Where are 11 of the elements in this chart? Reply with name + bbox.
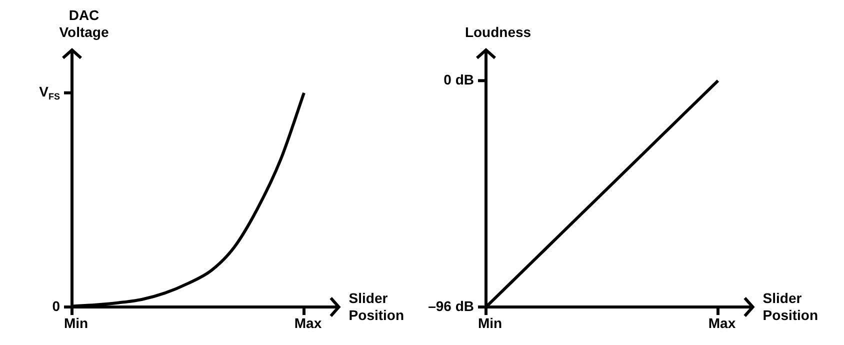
x-tick-label: Max: [708, 314, 736, 331]
y-tick-label: 0 dB: [444, 72, 474, 88]
y-tick-label: –96 dB: [428, 298, 474, 314]
x-tick-label: Max: [294, 314, 322, 331]
x-tick-label: Min: [478, 314, 502, 331]
x-tick-label: Min: [64, 314, 88, 331]
text: 0: [52, 298, 60, 314]
y-axis-title: Loudness: [464, 24, 532, 40]
x-axis-title: Slider Position: [762, 290, 818, 323]
y-axis-title: DAC Voltage: [59, 6, 109, 40]
x-axis-title: Slider Position: [348, 290, 404, 323]
